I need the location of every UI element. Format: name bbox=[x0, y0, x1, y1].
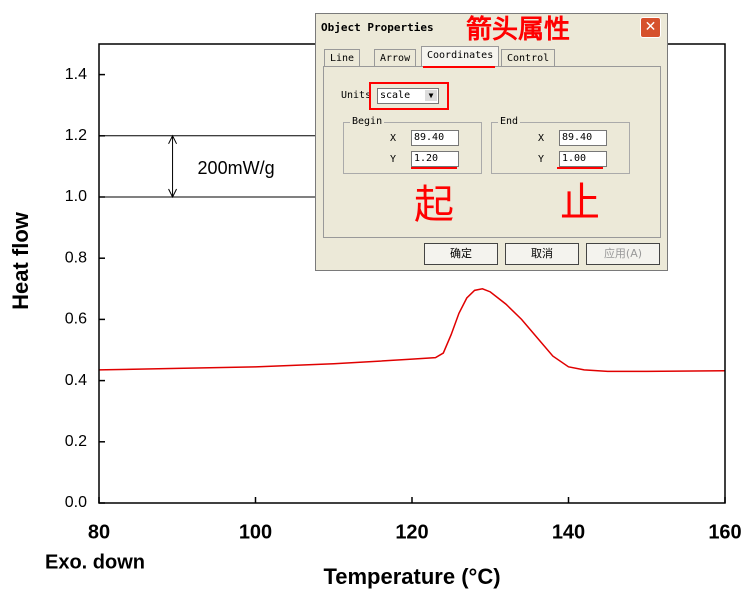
dialog: Object Properties ✕ Line Arrow Coordinat… bbox=[315, 13, 668, 271]
arrow bbox=[168, 134, 178, 199]
title-bar: Object Properties ✕ bbox=[316, 14, 667, 41]
highlight-box bbox=[369, 82, 449, 110]
tab[interactable]: Line bbox=[324, 49, 361, 67]
dialog-title: Object Properties bbox=[321, 21, 434, 34]
note: Exo. down bbox=[45, 551, 145, 573]
input[interactable]: 1.00 bbox=[559, 151, 607, 167]
input[interactable]: 89.40 bbox=[559, 130, 607, 146]
x-tick-label: 100 bbox=[239, 521, 272, 543]
ok-button[interactable]: 确定 bbox=[424, 243, 498, 265]
apply-button[interactable]: 应用(A) bbox=[586, 243, 660, 265]
field-label: Y bbox=[538, 154, 545, 165]
y-tick-label: 0.4 bbox=[65, 372, 87, 389]
begin-group: Begin X 89.40 Y 1.20 bbox=[343, 116, 482, 174]
y-tick-label: 1.2 bbox=[65, 127, 87, 144]
field-label: Y bbox=[390, 154, 397, 165]
x-axis-label: Temperature (°C) bbox=[323, 564, 500, 589]
field-label: X bbox=[390, 133, 397, 144]
field-label: X bbox=[538, 133, 545, 144]
y-tick-label: 1.0 bbox=[65, 188, 87, 205]
arrow-label: 200mW/g bbox=[198, 158, 275, 178]
x-tick-label: 160 bbox=[708, 521, 741, 543]
annotation-title: 箭头属性 bbox=[466, 15, 571, 45]
y-axis-label: Heat flow bbox=[8, 211, 33, 310]
x-tick-label: 120 bbox=[395, 521, 428, 543]
highlight-underline bbox=[411, 167, 457, 169]
dropdown-arrow: ▼ bbox=[425, 90, 437, 101]
annotation-begin: 起 bbox=[414, 182, 454, 228]
units-label: Units bbox=[341, 90, 372, 101]
highlight-underline bbox=[557, 167, 603, 169]
y-tick-label: 0.8 bbox=[65, 249, 87, 266]
tab-active[interactable]: Coordinates bbox=[421, 46, 500, 67]
data-line bbox=[98, 288, 726, 373]
annotation-end: 止 bbox=[560, 180, 600, 226]
y-tick-label: 0.0 bbox=[65, 494, 87, 511]
input[interactable]: 89.40 bbox=[411, 130, 459, 146]
highlight-underline bbox=[423, 66, 495, 68]
y-tick-label: 1.4 bbox=[65, 66, 87, 83]
group-title: Begin bbox=[350, 116, 385, 127]
cancel-button[interactable]: 取消 bbox=[505, 243, 579, 265]
units-select[interactable]: scale ▼ bbox=[377, 88, 439, 104]
x-tick-label: 80 bbox=[88, 521, 110, 543]
y-tick-label: 0.6 bbox=[65, 311, 87, 328]
input[interactable]: 1.20 bbox=[411, 151, 459, 167]
close-button[interactable]: ✕ bbox=[640, 17, 661, 38]
end-group: End X 89.40 Y 1.00 bbox=[491, 116, 630, 174]
x-tick-label: 140 bbox=[552, 521, 585, 543]
group-title: End bbox=[498, 116, 521, 127]
tab[interactable]: Control bbox=[501, 49, 556, 67]
units-value: scale bbox=[380, 90, 411, 101]
tab[interactable]: Arrow bbox=[374, 49, 417, 67]
y-tick-label: 0.2 bbox=[65, 433, 87, 450]
